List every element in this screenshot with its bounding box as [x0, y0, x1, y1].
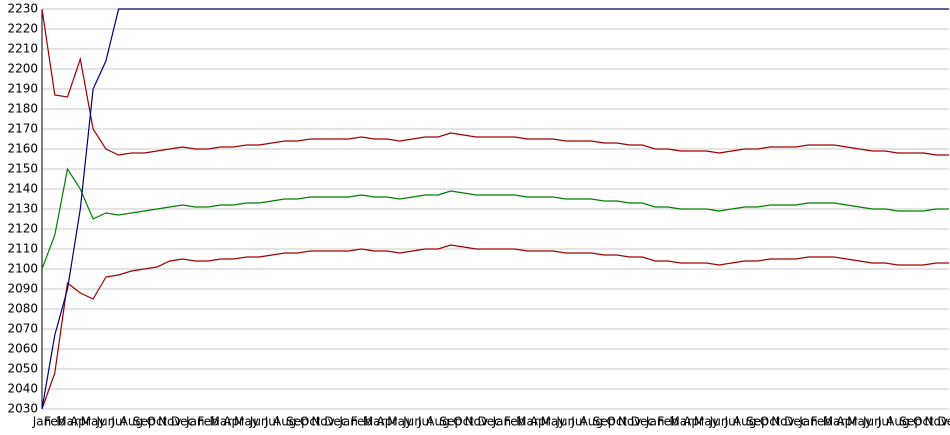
y-tick-label: 2130 — [7, 202, 38, 216]
x-tick-label: Mar — [823, 415, 846, 429]
y-tick-label: 2150 — [7, 162, 38, 176]
x-tick-label: Oct — [147, 415, 168, 429]
x-tick-label: Dec — [477, 415, 500, 429]
x-tick-label: Jul — [110, 415, 125, 429]
x-tick-label: Oct — [760, 415, 781, 429]
x-tick-label: Dec — [171, 415, 194, 429]
x-tick-label: Aug — [120, 415, 143, 429]
x-tick-label: Jul — [417, 415, 432, 429]
x-tick-label: Apr — [377, 415, 398, 429]
x-tick-label: Jul — [724, 415, 739, 429]
x-tick-label: Nov — [925, 415, 948, 429]
x-tick-label: Jan — [492, 415, 512, 429]
y-tick-label: 2100 — [7, 262, 38, 276]
x-tick-label: Dec — [937, 415, 950, 429]
x-tick-label: Jan — [645, 415, 665, 429]
x-tick-label: Nov — [311, 415, 334, 429]
y-tick-label: 2190 — [7, 82, 38, 96]
x-tick-label: Jun — [709, 415, 729, 429]
x-tick-label: May — [541, 415, 566, 429]
x-tick-label: Apr — [683, 415, 704, 429]
y-tick-label: 2180 — [7, 102, 38, 116]
x-tick-label: Sep — [899, 415, 922, 429]
x-tick-label: Feb — [351, 415, 372, 429]
x-tick-label: Mar — [210, 415, 233, 429]
x-tick-label: Sep — [133, 415, 156, 429]
x-tick-label: Feb — [657, 415, 678, 429]
y-tick-label: 2090 — [7, 282, 38, 296]
y-tick-label: 2030 — [7, 402, 38, 416]
x-tick-label: Feb — [811, 415, 832, 429]
y-tick-label: 2140 — [7, 182, 38, 196]
y-tick-label: 2210 — [7, 42, 38, 56]
x-tick-label: Jan — [338, 415, 358, 429]
y-tick-label: 2040 — [7, 382, 38, 396]
x-tick-label: Jul — [877, 415, 892, 429]
x-tick-label: Jan — [185, 415, 205, 429]
x-tick-label: Apr — [530, 415, 551, 429]
x-tick-label: Jul — [570, 415, 585, 429]
x-tick-label: Nov — [158, 415, 181, 429]
x-tick-label: Aug — [426, 415, 449, 429]
x-tick-label: Aug — [886, 415, 909, 429]
x-tick-label: Oct — [453, 415, 474, 429]
y-tick-label: 2070 — [7, 322, 38, 336]
series-line — [41, 8, 949, 410]
x-tick-label: Apr — [223, 415, 244, 429]
series-line — [41, 244, 949, 410]
y-tick-label: 2200 — [7, 62, 38, 76]
x-tick-label: Dec — [324, 415, 347, 429]
x-tick-label: Sep — [286, 415, 309, 429]
x-tick-label: Feb — [197, 415, 218, 429]
x-tick-label: Dec — [784, 415, 807, 429]
x-tick-label: Jun — [862, 415, 882, 429]
x-tick-label: Jul — [264, 415, 279, 429]
x-tick-label: Jan — [32, 415, 52, 429]
x-tick-label: Nov — [465, 415, 488, 429]
x-tick-label: May — [694, 415, 719, 429]
y-tick-label: 2080 — [7, 302, 38, 316]
x-tick-label: Nov — [771, 415, 794, 429]
x-tick-label: Mar — [56, 415, 79, 429]
x-tick-label: Nov — [618, 415, 641, 429]
x-tick-label: Sep — [593, 415, 616, 429]
y-tick-label: 2050 — [7, 362, 38, 376]
x-tick-label: Aug — [733, 415, 756, 429]
x-tick-label: Dec — [631, 415, 654, 429]
y-tick-label: 2060 — [7, 342, 38, 356]
x-tick-label: Feb — [44, 415, 65, 429]
x-tick-label: May — [81, 415, 106, 429]
x-tick-label: Sep — [439, 415, 462, 429]
x-tick-label: Jun — [402, 415, 422, 429]
x-tick-label: Jun — [95, 415, 115, 429]
x-tick-label: Mar — [363, 415, 386, 429]
x-tick-label: May — [234, 415, 259, 429]
x-tick-label: Apr — [70, 415, 91, 429]
x-tick-label: Oct — [606, 415, 627, 429]
x-tick-label: Feb — [504, 415, 525, 429]
x-tick-label: Oct — [300, 415, 321, 429]
x-tick-label: Oct — [913, 415, 934, 429]
y-tick-label: 2230 — [7, 2, 38, 16]
x-tick-label: Mar — [669, 415, 692, 429]
x-tick-label: May — [387, 415, 412, 429]
series-line — [41, 8, 949, 156]
x-tick-label: Apr — [836, 415, 857, 429]
x-tick-label: Sep — [746, 415, 769, 429]
x-tick-label: Jun — [555, 415, 575, 429]
x-tick-label: Aug — [273, 415, 296, 429]
y-tick-label: 2220 — [7, 22, 38, 36]
y-tick-label: 2170 — [7, 122, 38, 136]
x-tick-label: May — [847, 415, 872, 429]
x-tick-label: Jun — [249, 415, 269, 429]
y-tick-label: 2110 — [7, 242, 38, 256]
series-line — [41, 167, 949, 270]
y-tick-label: 2160 — [7, 142, 38, 156]
x-tick-label: Mar — [516, 415, 539, 429]
y-tick-label: 2120 — [7, 222, 38, 236]
x-tick-label: Aug — [580, 415, 603, 429]
x-tick-label: Jan — [798, 415, 818, 429]
